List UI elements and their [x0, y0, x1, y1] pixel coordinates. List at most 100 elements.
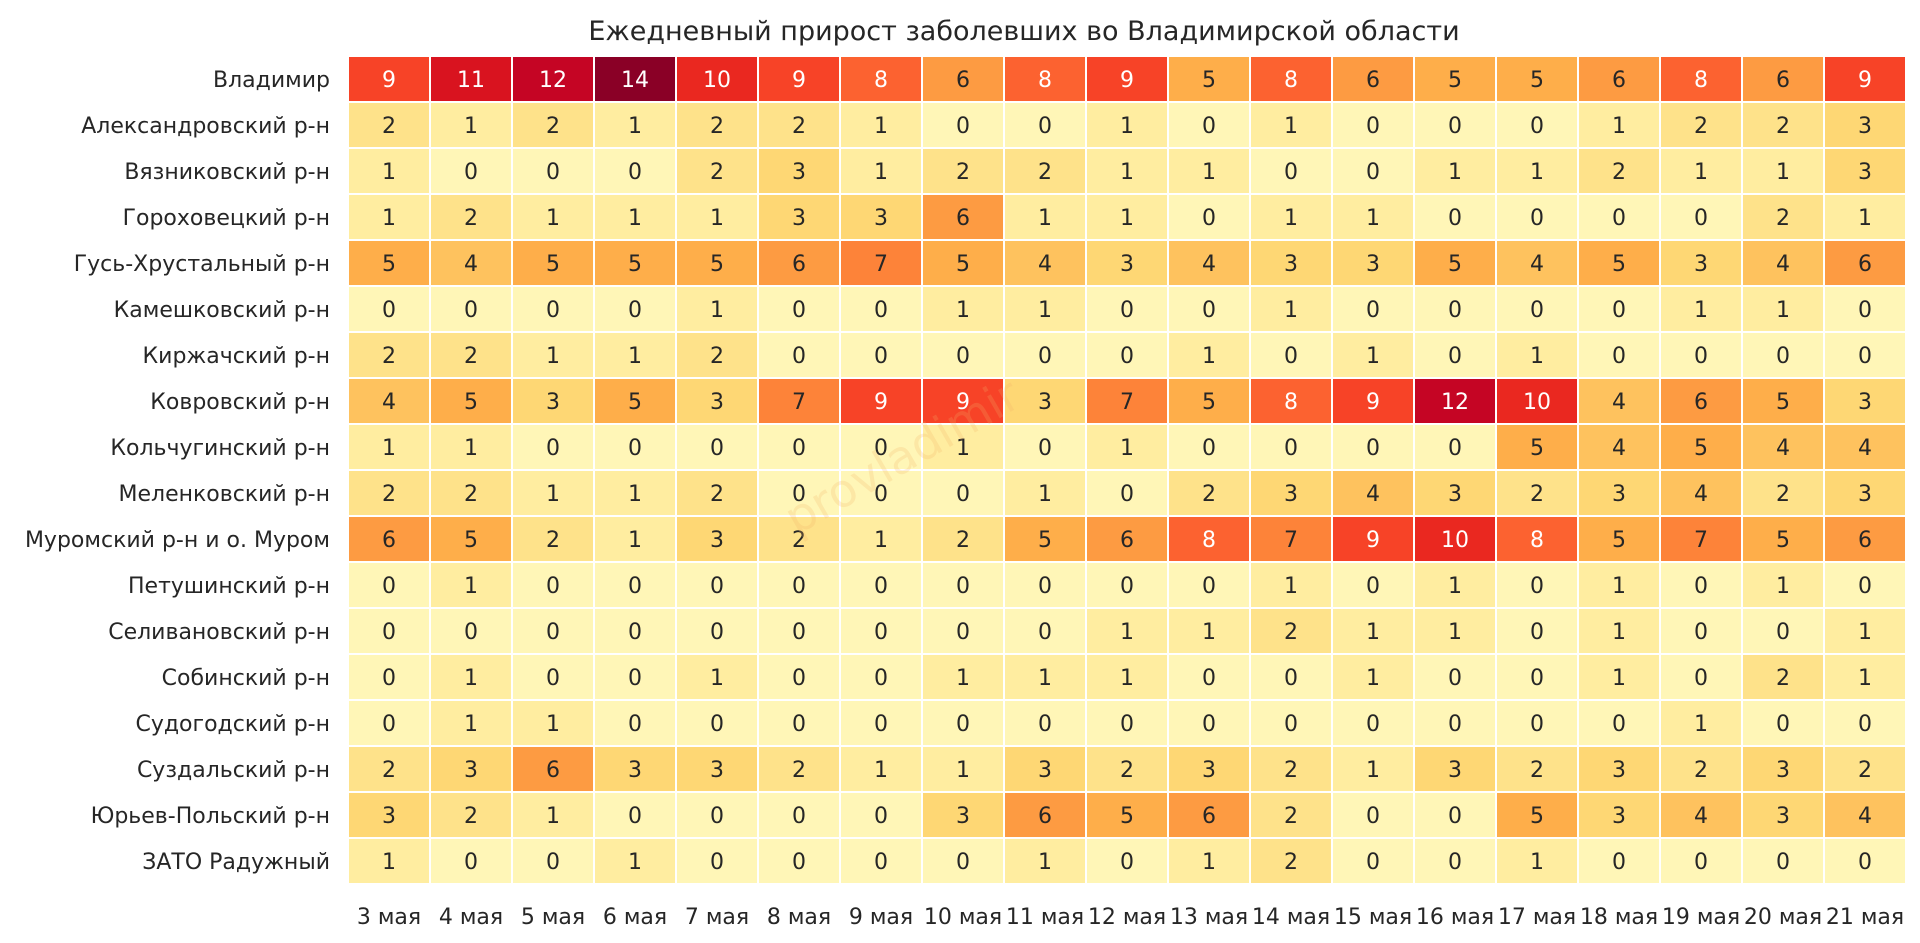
heatmap-cell: [1661, 655, 1741, 699]
heatmap-cell: [349, 241, 429, 285]
cell-value-label: 0: [1284, 160, 1298, 185]
cell-value-label: 2: [792, 758, 806, 783]
cell-value-label: 0: [628, 666, 642, 691]
cell-value-label: 5: [628, 252, 642, 277]
cell-value-label: 2: [382, 482, 396, 507]
heatmap-cell: [1251, 747, 1331, 791]
cell-value-label: 0: [1284, 344, 1298, 369]
heatmap-cell: [513, 195, 593, 239]
heatmap-cell: [1825, 701, 1905, 745]
heatmap-cell: [841, 793, 921, 837]
cell-value-label: 0: [1202, 436, 1216, 461]
cell-value-label: 6: [1776, 68, 1790, 93]
heatmap-cell: [431, 563, 511, 607]
heatmap-cell: [677, 517, 757, 561]
heatmap-cell: [1825, 57, 1905, 101]
heatmap-cell: [1333, 609, 1413, 653]
heatmap-cell: [349, 287, 429, 331]
cell-value-label: 3: [1858, 390, 1872, 415]
heatmap-cell: [1579, 609, 1659, 653]
heatmap-cell: [431, 517, 511, 561]
heatmap-cell: [1825, 655, 1905, 699]
heatmap-cell: [349, 655, 429, 699]
heatmap-cell: [759, 517, 839, 561]
heatmap-cell: [1333, 839, 1413, 883]
heatmap-cell: [349, 333, 429, 377]
cell-value-label: 0: [1038, 712, 1052, 737]
column-label: 4 мая: [439, 905, 503, 930]
heatmap-cell: [1005, 379, 1085, 423]
heatmap-cell: [1497, 195, 1577, 239]
cell-value-label: 0: [1120, 712, 1134, 737]
cell-value-label: 7: [1120, 390, 1134, 415]
cell-value-label: 12: [1441, 390, 1469, 415]
heatmap-cell: [1579, 655, 1659, 699]
cell-value-label: 1: [546, 804, 560, 829]
heatmap-cell: [1333, 793, 1413, 837]
heatmap-cell: [1251, 701, 1331, 745]
cell-value-label: 4: [1612, 390, 1626, 415]
cell-value-label: 1: [464, 436, 478, 461]
cell-value-label: 0: [1694, 666, 1708, 691]
cell-value-label: 1: [1612, 620, 1626, 645]
cell-value-label: 0: [1202, 666, 1216, 691]
cell-value-label: 1: [710, 298, 724, 323]
cell-value-label: 6: [1612, 68, 1626, 93]
heatmap-cell: [1825, 425, 1905, 469]
cell-value-label: 0: [792, 804, 806, 829]
cell-value-label: 1: [956, 666, 970, 691]
heatmap-cell: [349, 103, 429, 147]
cell-value-label: 0: [792, 482, 806, 507]
heatmap-cell: [759, 379, 839, 423]
cell-value-label: 0: [546, 666, 560, 691]
column-label: 6 мая: [603, 905, 667, 930]
heatmap-cell: [1415, 793, 1495, 837]
heatmap-cell: [1661, 287, 1741, 331]
cell-value-label: 1: [1038, 850, 1052, 875]
heatmap-cell: [595, 747, 675, 791]
heatmap-cell: [1251, 563, 1331, 607]
cell-value-label: 1: [1284, 574, 1298, 599]
cell-value-label: 0: [792, 436, 806, 461]
cell-value-label: 0: [1612, 850, 1626, 875]
heatmap-cell: [431, 195, 511, 239]
cell-value-label: 1: [874, 758, 888, 783]
cell-value-label: 6: [546, 758, 560, 783]
cell-value-label: 0: [874, 574, 888, 599]
heatmap-cell: [1005, 287, 1085, 331]
cell-value-label: 6: [1366, 68, 1380, 93]
cell-value-label: 0: [1530, 574, 1544, 599]
cell-value-label: 2: [1284, 620, 1298, 645]
heatmap-cell: [349, 747, 429, 791]
cell-value-label: 1: [1612, 666, 1626, 691]
cell-value-label: 1: [1530, 344, 1544, 369]
cell-value-label: 1: [710, 666, 724, 691]
heatmap-cell: [1251, 517, 1331, 561]
cell-value-label: 0: [710, 712, 724, 737]
row-labels: Владимир Александровский р-н Вязниковский …: [25, 68, 330, 875]
heatmap-cell: [1333, 655, 1413, 699]
heatmap-cell: [1169, 195, 1249, 239]
cell-value-label: 0: [710, 620, 724, 645]
heatmap-cell: [1579, 793, 1659, 837]
cell-value-label: 4: [464, 252, 478, 277]
cell-value-label: 0: [1366, 850, 1380, 875]
cell-value-label: 1: [1366, 620, 1380, 645]
cell-value-label: 2: [1530, 758, 1544, 783]
cell-value-label: 0: [1448, 666, 1462, 691]
heatmap-cell: [595, 195, 675, 239]
cell-value-label: 1: [874, 160, 888, 185]
cell-value-label: 1: [1120, 436, 1134, 461]
heatmap-cell: [431, 287, 511, 331]
heatmap-cell: [513, 701, 593, 745]
cell-value-label: 3: [628, 758, 642, 783]
heatmap-cell: [841, 563, 921, 607]
cell-value-label: 1: [1858, 666, 1872, 691]
heatmap-cell: [1579, 103, 1659, 147]
cell-value-label: 1: [1120, 160, 1134, 185]
heatmap-cell: [595, 839, 675, 883]
heatmap-cell: [1825, 563, 1905, 607]
cell-value-label: 3: [1448, 758, 1462, 783]
heatmap-cell: [1661, 793, 1741, 837]
cell-value-label: 1: [1202, 344, 1216, 369]
